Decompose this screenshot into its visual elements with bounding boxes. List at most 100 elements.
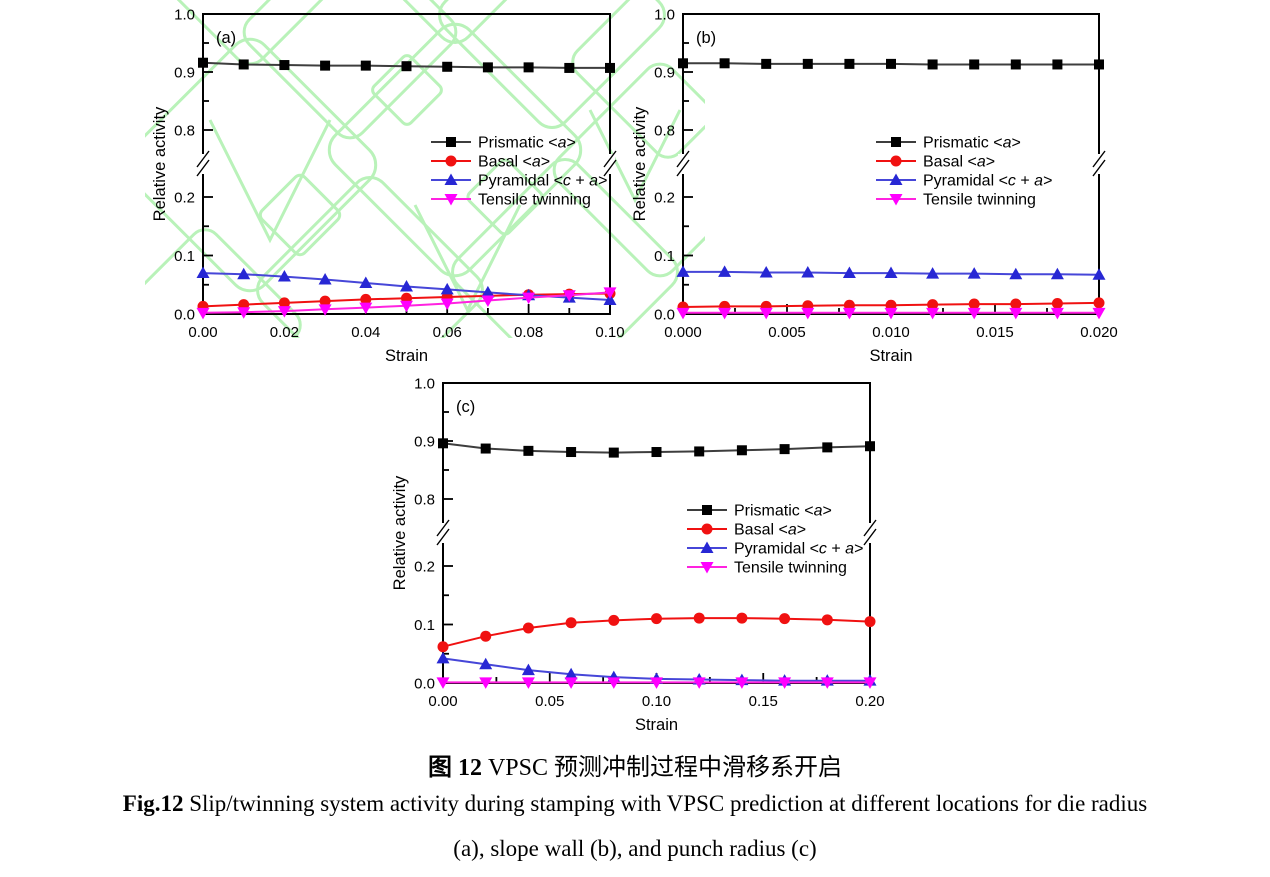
legend-label: Pyramidal <c + a> <box>478 173 607 190</box>
x-tick-label: 0.00 <box>188 324 217 341</box>
y-tick-label: 0.0 <box>654 307 675 324</box>
marker-square <box>480 443 491 454</box>
marker-triangle-down <box>440 298 454 310</box>
marker-circle <box>693 612 705 624</box>
marker-triangle-down <box>778 677 792 689</box>
y-axis-label: Relative activity <box>151 106 169 221</box>
marker-triangle-up <box>1009 267 1023 280</box>
marker-triangle-up <box>1092 268 1106 280</box>
marker-square <box>865 441 875 452</box>
panel-label: (c) <box>456 398 475 416</box>
axis-break-gap <box>605 154 615 174</box>
marker-square <box>482 62 493 73</box>
marker-triangle-up <box>700 541 714 553</box>
marker-circle <box>1051 297 1063 309</box>
axis-break-gap <box>198 154 208 174</box>
marker-square <box>761 58 772 69</box>
series-markers-square <box>438 438 875 458</box>
marker-square <box>736 445 747 456</box>
marker-circle <box>360 293 372 305</box>
marker-square <box>702 505 712 515</box>
marker-triangle-down <box>607 677 621 689</box>
axis-break-gap <box>1094 154 1104 174</box>
legend-label: Tensile twinning <box>734 560 847 577</box>
marker-triangle-up <box>676 265 690 277</box>
watermark-shape <box>256 176 484 338</box>
legend-label: Tensile twinning <box>478 192 591 209</box>
series-markers-triangle-down <box>196 287 617 320</box>
watermark-shape <box>552 62 705 278</box>
marker-circle <box>278 297 290 309</box>
marker-triangle-up <box>521 663 535 676</box>
watermark-shape <box>451 158 679 338</box>
y-axis-label: Relative activity <box>631 106 649 221</box>
marker-square <box>401 61 412 72</box>
axis-break-slash <box>196 159 210 177</box>
caption-chinese: 图 12 VPSC 预测冲制过程中滑移系开启 <box>0 747 1270 782</box>
marker-triangle-down <box>237 307 251 319</box>
marker-square <box>779 444 790 455</box>
legend-label: Basal <a> <box>478 154 550 171</box>
caption-english: Fig.12 Slip/twinning system activity dur… <box>0 791 1270 817</box>
legend-label: Basal <a> <box>923 154 995 171</box>
x-tick-label: 0.005 <box>768 324 806 341</box>
marker-triangle-down <box>735 677 749 689</box>
marker-triangle-up <box>440 282 454 295</box>
marker-triangle-up <box>603 293 617 305</box>
series-markers-triangle-down <box>436 677 877 689</box>
marker-triangle-down <box>522 292 536 305</box>
y-tick-label: 0.2 <box>654 190 675 207</box>
watermark-shape <box>242 0 458 140</box>
marker-triangle-down <box>479 677 493 689</box>
marker-circle <box>927 299 939 311</box>
legend-label: Prismatic <a> <box>734 503 832 520</box>
marker-triangle-up <box>359 276 373 288</box>
marker-square <box>651 447 662 458</box>
marker-circle <box>1010 298 1022 310</box>
legend-label: Tensile twinning <box>923 192 1036 209</box>
marker-triangle-down <box>521 677 535 689</box>
axis-break-gap <box>865 523 875 543</box>
legend-entry: Basal <a> <box>431 154 550 171</box>
marker-square <box>1094 59 1104 70</box>
legend: Prismatic <a> Basal <a> Pyramidal <c + a> T… <box>876 135 1052 209</box>
marker-triangle-down <box>967 307 981 320</box>
y-axis-ticks: 1.0 0.9 0.8 0.2 0.1 0.0 <box>174 7 213 324</box>
marker-square <box>198 57 208 68</box>
x-tick-label: 0.10 <box>595 324 624 341</box>
marker-triangle-down <box>196 307 210 320</box>
marker-triangle-down <box>444 194 458 206</box>
marker-square <box>969 59 980 70</box>
axis-break-slash <box>603 159 617 177</box>
axis-break-gap <box>438 523 448 543</box>
y-axis-label: Relative activity <box>391 475 409 590</box>
caption-chinese-text: VPSC 预测冲制过程中滑移系开启 <box>481 755 843 781</box>
marker-square <box>320 60 331 71</box>
marker-triangle-up <box>926 267 940 279</box>
marker-triangle-down <box>603 287 617 299</box>
legend-entry: Prismatic <a> <box>876 135 1021 152</box>
marker-circle <box>522 622 534 634</box>
legend-entry: Pyramidal <c + a> <box>687 541 863 558</box>
marker-triangle-up <box>481 285 495 298</box>
legend-entry: Tensile twinning <box>431 192 591 209</box>
marker-triangle-up <box>884 266 898 279</box>
figure-canvas: 1.00.90.80.20.10.00.00 0.02 0.04 0.06 0.08 0.… <box>145 0 1118 734</box>
x-tick-label: 0.15 <box>749 693 778 710</box>
marker-circle <box>968 298 980 310</box>
marker-square <box>438 438 448 449</box>
marker-triangle-down <box>676 307 690 320</box>
marker-circle <box>319 295 331 307</box>
marker-square <box>719 58 730 69</box>
x-axis-label: Strain <box>385 347 428 365</box>
marker-triangle-down <box>1009 307 1023 320</box>
marker-square <box>279 60 290 71</box>
legend-label: Pyramidal <c + a> <box>734 541 863 558</box>
marker-triangle-up <box>436 651 450 664</box>
x-tick-label: 0.04 <box>351 324 380 341</box>
marker-triangle-down <box>400 300 413 313</box>
marker-square <box>608 447 619 458</box>
y-tick-label: 0.2 <box>414 559 435 576</box>
watermark-shape <box>258 173 342 257</box>
marker-triangle-down <box>562 290 576 302</box>
